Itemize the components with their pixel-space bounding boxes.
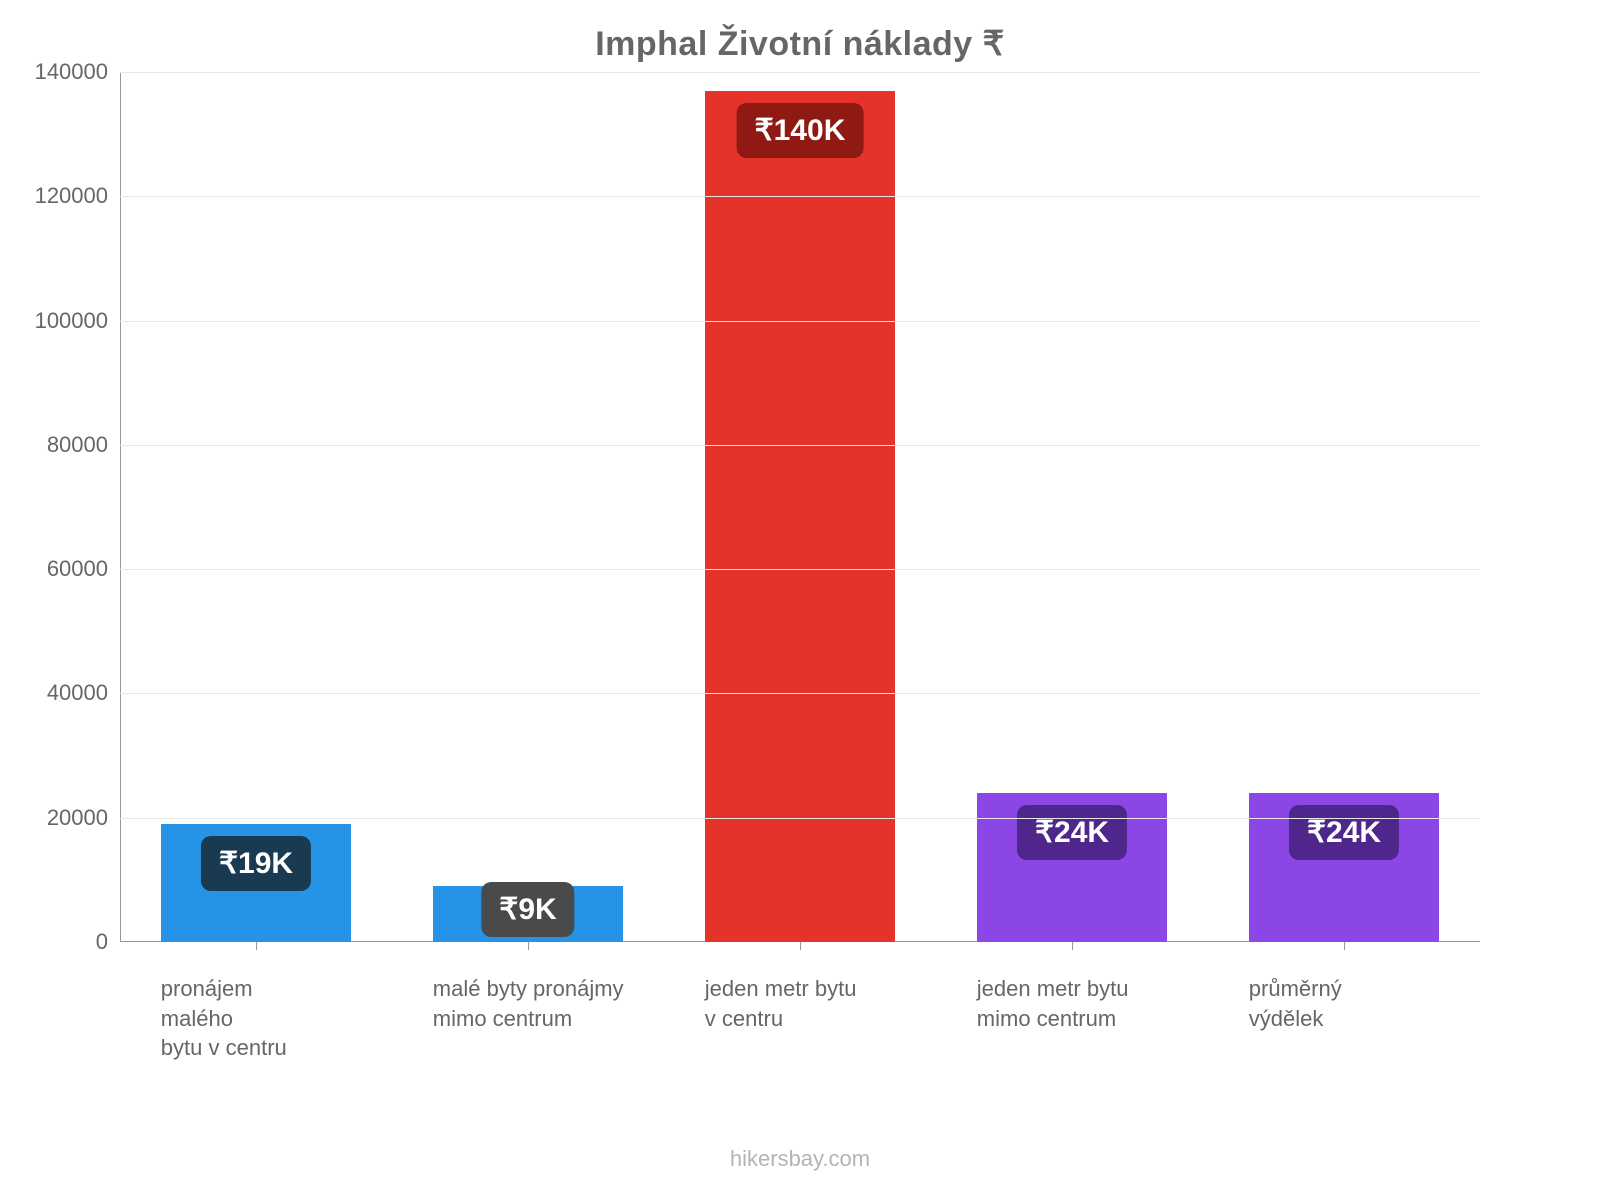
category-label-avg_salary: průměrný výdělek: [1249, 974, 1342, 1033]
y-tick-label: 20000: [47, 805, 120, 831]
y-tick-label: 80000: [47, 432, 120, 458]
plot-area: ₹19K₹9K₹140K₹24K₹24K 0200004000060000800…: [120, 72, 1480, 942]
value-badge-sqm_outside: ₹24K: [1017, 805, 1127, 860]
x-tick: [528, 942, 529, 950]
y-tick-label: 140000: [35, 59, 120, 85]
value-badge-avg_salary: ₹24K: [1289, 805, 1399, 860]
grid-line: [120, 72, 1480, 73]
chart-footer: hikersbay.com: [0, 1146, 1600, 1172]
value-badge-sqm_center: ₹140K: [737, 103, 864, 158]
grid-line: [120, 693, 1480, 694]
y-tick-label: 60000: [47, 556, 120, 582]
grid-line: [120, 445, 1480, 446]
x-tick: [1344, 942, 1345, 950]
value-badge-rent_small_center: ₹19K: [201, 836, 311, 891]
grid-line: [120, 321, 1480, 322]
y-tick-label: 0: [96, 929, 120, 955]
x-tick: [1072, 942, 1073, 950]
category-label-rent_small_outside: malé byty pronájmy mimo centrum: [433, 974, 624, 1033]
value-badge-rent_small_outside: ₹9K: [481, 882, 574, 937]
chart-container: Imphal Životní náklady ₹ ₹19K ₹9K ₹140K ₹24…: [0, 0, 1600, 1200]
category-label-sqm_center: jeden metr bytu v centru: [705, 974, 857, 1033]
y-tick-label: 100000: [35, 308, 120, 334]
bar-sqm_center: [705, 91, 895, 942]
category-label-sqm_outside: jeden metr bytu mimo centrum: [977, 974, 1129, 1033]
y-tick-label: 120000: [35, 183, 120, 209]
x-tick: [800, 942, 801, 950]
x-tick: [256, 942, 257, 950]
grid-line: [120, 569, 1480, 570]
grid-line: [120, 818, 1480, 819]
chart-title: Imphal Životní náklady ₹: [0, 24, 1600, 64]
category-label-rent_small_center: pronájem malého bytu v centru: [161, 974, 287, 1063]
grid-line: [120, 196, 1480, 197]
y-tick-label: 40000: [47, 680, 120, 706]
bars-layer: ₹19K ₹9K ₹140K ₹24K ₹24K: [120, 72, 1480, 942]
